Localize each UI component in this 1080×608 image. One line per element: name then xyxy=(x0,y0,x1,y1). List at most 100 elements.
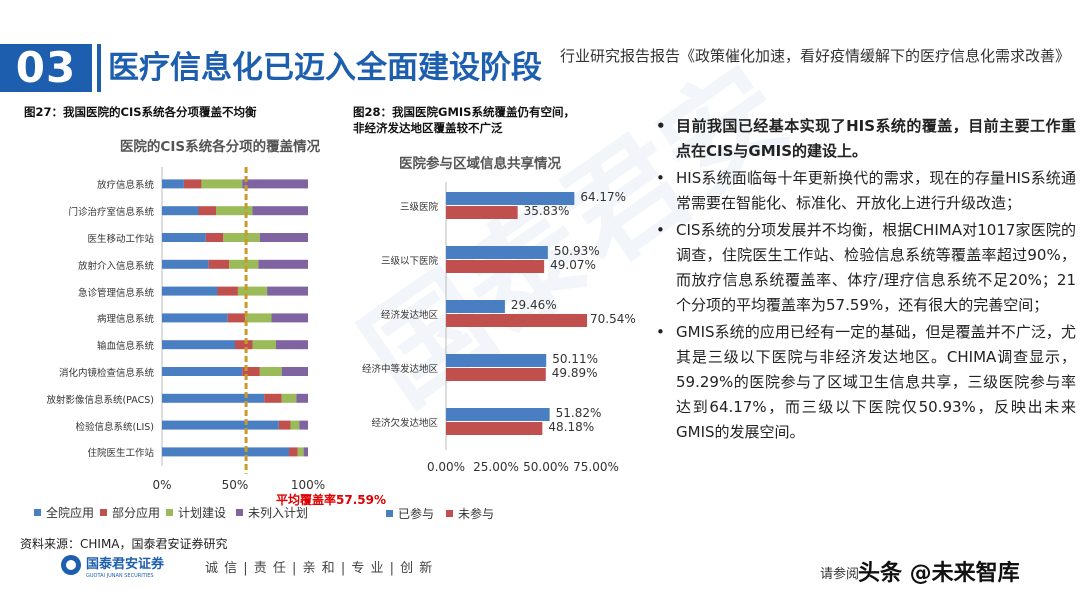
logo-text: 国泰君安证券 xyxy=(86,556,165,572)
data-label: 48.18% xyxy=(548,420,595,434)
legend-label: 已参与 xyxy=(398,507,435,521)
bar-segment xyxy=(216,206,253,216)
legend-swatch xyxy=(236,509,243,516)
bar-segment xyxy=(281,367,308,376)
bar-segment xyxy=(242,367,260,376)
data-label: 50.93% xyxy=(553,244,600,258)
legend-swatch xyxy=(34,509,41,516)
bar-segment xyxy=(162,420,279,430)
bar-segment xyxy=(245,313,272,323)
bar-segment xyxy=(162,286,218,296)
bar xyxy=(446,260,545,273)
bar xyxy=(446,300,505,313)
company-logo: 国泰君安证券 GUOTAI JUNAN SECURITIES xyxy=(60,553,200,579)
category-label: 放疗信息系统 xyxy=(96,180,154,192)
x-tick-label: 50.00% xyxy=(523,460,569,474)
data-label: 35.83% xyxy=(523,204,570,218)
average-coverage-label: 平均覆盖率57.59% xyxy=(276,493,386,507)
legend-item: 未列入计划 xyxy=(236,504,308,521)
legend-item: 已参与 xyxy=(386,505,434,522)
bar-segment xyxy=(198,206,217,216)
category-label: 三级医院 xyxy=(399,202,438,213)
legend-swatch xyxy=(446,510,453,517)
bar-segment xyxy=(227,313,246,323)
bullet-item: GMIS系统的应用已经有一定的基础，但是覆盖并不广泛，尤其是三级以下医院与非经济… xyxy=(656,320,1076,445)
legend-item: 全院应用 xyxy=(34,504,94,521)
bullet-item: CIS系统的分项发展并不均衡，根据CHIMA对1017家医院的调查，住院医生工作… xyxy=(656,218,1076,318)
x-tick-label: 75.00% xyxy=(573,460,619,474)
figure27-caption: 图27：我国医院的CIS系统各分项覆盖不均衡 xyxy=(24,105,257,119)
legend-label: 未参与 xyxy=(458,507,495,521)
bar-segment xyxy=(201,179,243,189)
logo-icon: 国泰君安证券 GUOTAI JUNAN SECURITIES xyxy=(61,555,165,579)
legend-label: 计划建设 xyxy=(178,506,227,520)
bar-segment xyxy=(242,179,308,189)
x-tick-label: 100% xyxy=(290,477,326,492)
figure28-chart-title: 医院参与区域信息共享情况 xyxy=(399,156,561,172)
bar-segment xyxy=(217,286,238,296)
bar-segment xyxy=(259,233,308,242)
bar-segment xyxy=(162,259,209,269)
toutiao-watermark: 头条 @未来智库 xyxy=(858,561,1020,586)
bar-segment xyxy=(162,367,243,376)
x-tick-label: 25.00% xyxy=(473,460,519,474)
bar-segment xyxy=(281,393,297,403)
figure27-chart-title: 医院的CIS系统各分项的覆盖情况 xyxy=(119,139,321,155)
bar xyxy=(446,408,550,421)
x-tick-label: 0.00% xyxy=(426,460,466,474)
bar-segment xyxy=(289,447,298,457)
bar-segment xyxy=(303,447,308,457)
bar-segment xyxy=(205,233,224,242)
bar-segment xyxy=(162,447,290,457)
section-number: 03 xyxy=(0,44,92,92)
category-label: 检验信息系统(LIS) xyxy=(75,421,154,433)
bar xyxy=(446,368,546,381)
bar-segment xyxy=(229,259,259,269)
figure28-caption-line1: 图28：我国医院GMIS系统覆盖仍有空间， xyxy=(353,105,575,119)
bar-segment xyxy=(252,206,308,216)
bar xyxy=(446,206,518,219)
bar-segment xyxy=(264,393,282,403)
category-label: 放射影像信息系统(PACS) xyxy=(46,394,154,406)
category-label: 急诊管理信息系统 xyxy=(77,287,154,299)
bar-segment xyxy=(162,340,235,350)
data-label: 51.82% xyxy=(555,406,602,420)
bar-segment xyxy=(299,420,308,430)
bar xyxy=(446,354,547,367)
bullet-item: HIS系统面临每十年更新换代的需求，现在的存量HIS系统通常需要在智能化、标准化… xyxy=(656,166,1076,216)
bar-segment xyxy=(259,367,282,376)
category-label: 经济发达地区 xyxy=(380,310,438,321)
bar-segment xyxy=(267,286,308,296)
bar-segment xyxy=(297,447,304,457)
x-tick-label: 50% xyxy=(221,477,249,492)
bar-segment xyxy=(278,420,291,430)
bar-segment xyxy=(252,340,276,350)
legend-label: 未列入计划 xyxy=(248,506,309,520)
bullet-item: 目前我国已经基本实现了HIS系统的覆盖，目前主要工作重点在CIS与GMIS的建设… xyxy=(656,114,1076,164)
category-label: 门诊治疗室信息系统 xyxy=(68,207,154,219)
bar-segment xyxy=(162,233,206,242)
category-label: 经济欠发达地区 xyxy=(371,418,438,429)
bar-segment xyxy=(275,340,308,350)
category-label: 消化内镜检查信息系统 xyxy=(58,368,154,379)
bullet-list: 目前我国已经基本实现了HIS系统的覆盖，目前主要工作重点在CIS与GMIS的建设… xyxy=(650,114,1076,447)
bar xyxy=(446,314,588,327)
category-label: 三级以下医院 xyxy=(380,256,438,267)
logo-subtext: GUOTAI JUNAN SECURITIES xyxy=(86,573,154,579)
data-label: 50.11% xyxy=(552,352,598,366)
category-label: 经济中等发达地区 xyxy=(361,364,438,375)
legend-label: 部分应用 xyxy=(112,506,161,520)
bar-segment xyxy=(208,259,230,269)
legend-swatch xyxy=(100,509,107,516)
bar-segment xyxy=(162,393,265,403)
header-divider xyxy=(97,44,101,92)
source-note: 资料来源：CHIMA，国泰君安证券研究 xyxy=(20,537,228,551)
page-title: 医疗信息化已迈入全面建设阶段 xyxy=(108,50,542,86)
category-label: 医生移动工作站 xyxy=(87,234,154,245)
category-label: 病理信息系统 xyxy=(96,314,154,326)
bar-segment xyxy=(271,313,308,323)
bar-segment xyxy=(162,313,228,323)
bar-segment xyxy=(237,286,268,296)
bar-segment xyxy=(183,179,202,189)
bar-segment xyxy=(290,420,300,430)
